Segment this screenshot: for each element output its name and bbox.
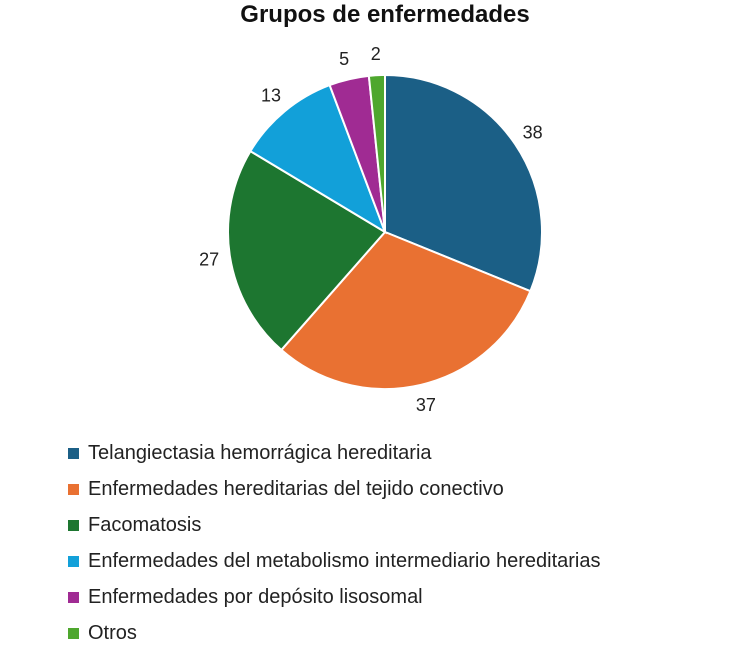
legend: Telangiectasia hemorrágica hereditaria En…	[68, 440, 600, 656]
legend-swatch-4	[68, 555, 79, 567]
pie-chart: Grupos de enfermedades 38 37 27 13 5 2	[199, 1, 543, 415]
legend-swatch-6	[68, 627, 79, 639]
pie-slice-1	[384, 73, 543, 293]
data-labels: 38 37 27 13 5 2	[199, 44, 543, 415]
legend-item-4: Enfermedades del metabolismo intermediar…	[68, 548, 600, 574]
pie-slice-2	[279, 230, 532, 390]
legend-swatch-1	[68, 447, 79, 459]
legend-swatch-2	[68, 483, 79, 495]
legend-swatch-5	[68, 591, 79, 603]
pie-slice-6	[367, 73, 386, 233]
legend-item-5: Enfermedades por depósito lisosomal	[68, 584, 600, 610]
legend-item-2: Enfermedades hereditarias del tejido con…	[68, 476, 600, 502]
legend-item-3: Facomatosis	[68, 512, 600, 538]
data-label-1: 38	[523, 123, 543, 143]
pie-slice-3	[227, 149, 387, 352]
legend-label-6: Otros	[88, 621, 137, 644]
pie-slices	[227, 73, 543, 390]
legend-label-4: Enfermedades del metabolismo intermediar…	[88, 549, 601, 572]
legend-item-1: Telangiectasia hemorrágica hereditaria	[68, 440, 600, 466]
data-label-5: 5	[339, 49, 349, 69]
legend-label-3: Facomatosis	[88, 513, 202, 536]
pie-slice-4	[249, 83, 387, 235]
legend-label-1: Telangiectasia hemorrágica hereditaria	[88, 441, 432, 464]
legend-swatch-3	[68, 519, 79, 531]
legend-item-6: Otros	[68, 620, 600, 646]
data-label-2: 37	[416, 395, 436, 415]
data-label-6: 2	[371, 44, 381, 64]
legend-label-5: Enfermedades por depósito lisosomal	[88, 585, 423, 608]
legend-label-2: Enfermedades hereditarias del tejido con…	[88, 477, 504, 500]
chart-title: Grupos de enfermedades	[240, 1, 529, 28]
data-label-4: 13	[261, 85, 281, 105]
data-label-3: 27	[199, 249, 219, 269]
